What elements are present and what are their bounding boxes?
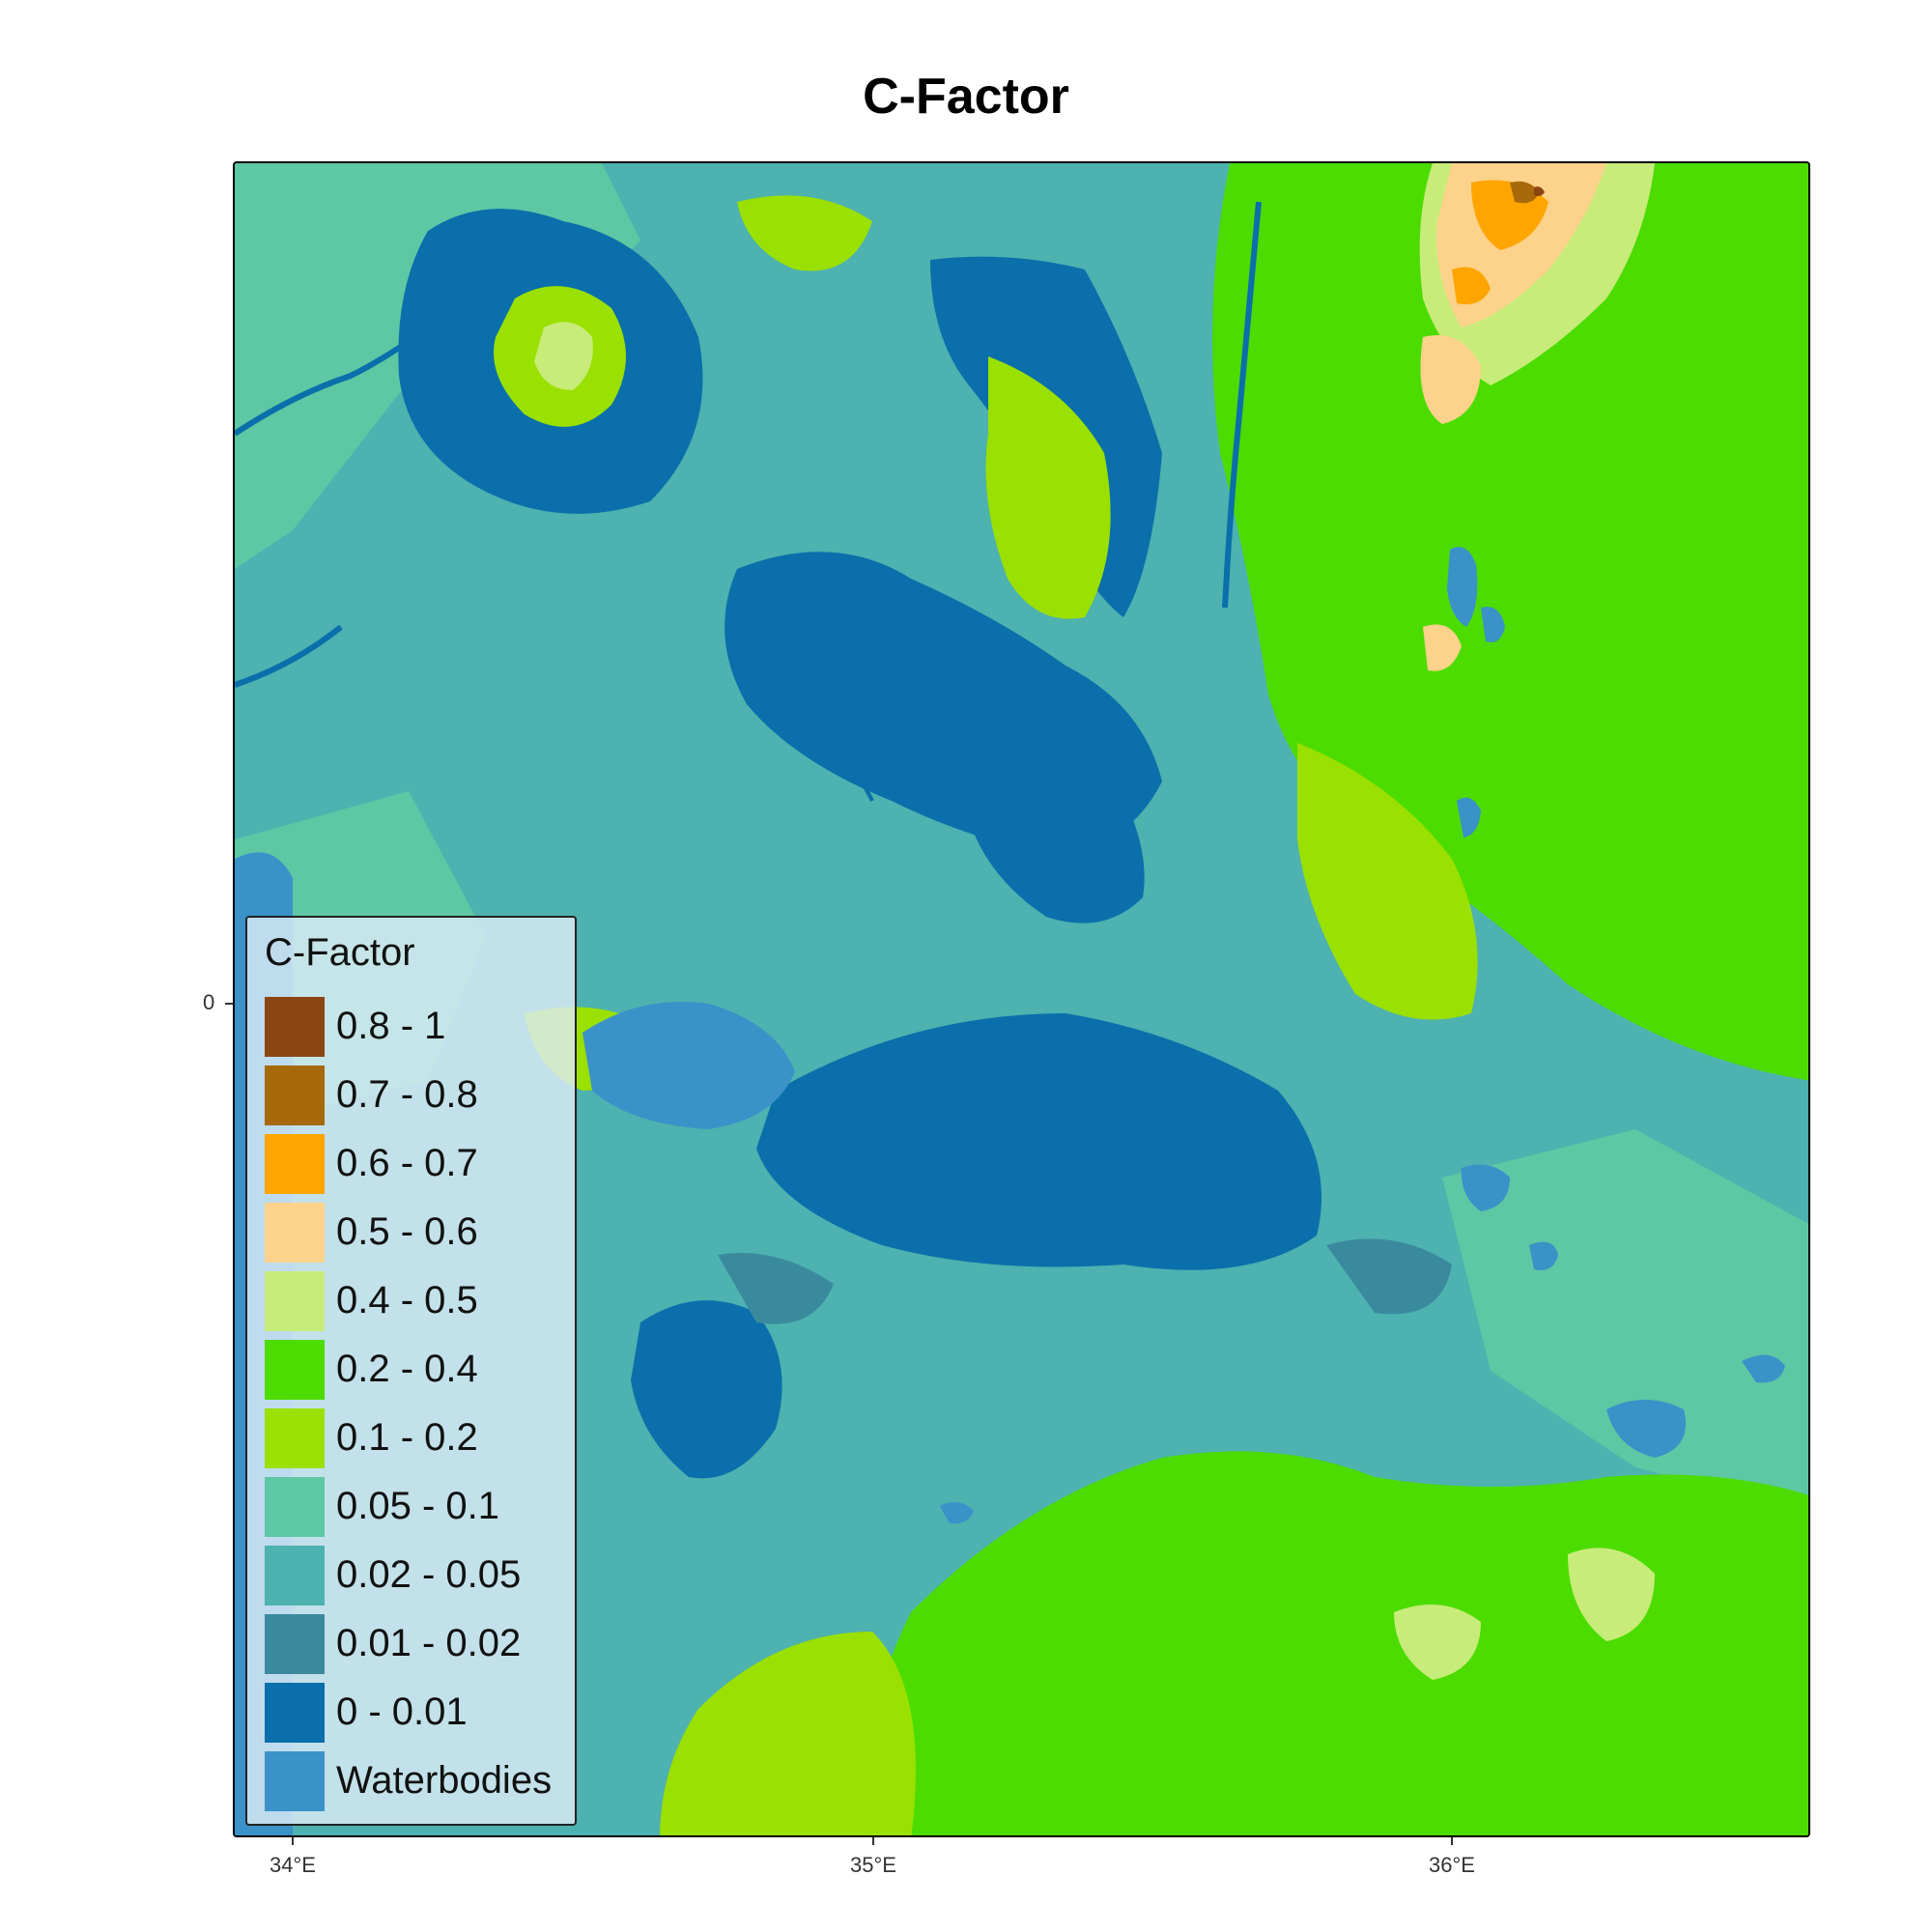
- legend-item: 0.01 - 0.02: [265, 1614, 574, 1674]
- legend-label: 0.1 - 0.2: [336, 1416, 478, 1459]
- waterbody: [1481, 607, 1505, 642]
- river: [1222, 201, 1262, 609]
- legend-title: C-Factor: [265, 931, 415, 974]
- zone-0.05-0.1: [1442, 1129, 1808, 1515]
- legend-label: 0.4 - 0.5: [336, 1279, 478, 1321]
- legend-label: 0 - 0.01: [336, 1690, 468, 1733]
- zone-0-0.01: [756, 1013, 1321, 1270]
- zone-0.01-0.02: [718, 1253, 834, 1324]
- waterbody: [1457, 797, 1481, 838]
- x-tick-mark: [1451, 1837, 1453, 1845]
- map-title: C-Factor: [863, 69, 1069, 125]
- zone-0.4-0.5: [1394, 1605, 1481, 1680]
- legend-label: 0.05 - 0.1: [336, 1485, 500, 1527]
- zone-0.6-0.7: [1452, 267, 1491, 304]
- legend-swatch: [265, 1134, 325, 1194]
- legend-item: Waterbodies: [265, 1751, 574, 1811]
- legend-item: 0 - 0.01: [265, 1683, 574, 1743]
- legend-item: 0.8 - 1: [265, 997, 574, 1057]
- zone-0.1-0.2: [1297, 743, 1478, 1020]
- legend-label: 0.01 - 0.02: [336, 1622, 522, 1664]
- legend-swatch: [265, 1203, 325, 1263]
- waterbody: [1742, 1354, 1785, 1383]
- legend: C-Factor 0.8 - 1 0.7 - 0.8 0.6 - 0.7 0.5…: [245, 916, 577, 1826]
- legend-swatch: [265, 1065, 325, 1125]
- waterbody: [1529, 1241, 1558, 1270]
- waterbody: [582, 1002, 795, 1129]
- x-tick-label: 34°E: [270, 1853, 316, 1877]
- waterbody: [1461, 1164, 1510, 1211]
- legend-item: 0.4 - 0.5: [265, 1271, 574, 1331]
- legend-swatch: [265, 1271, 325, 1331]
- zone-0.8-1: [1534, 186, 1545, 196]
- waterbody: [940, 1502, 974, 1524]
- zone-0.4-0.5: [1568, 1548, 1655, 1641]
- zone-0-0.01: [631, 1300, 782, 1479]
- legend-item: 0.5 - 0.6: [265, 1203, 574, 1263]
- legend-swatch: [265, 997, 325, 1057]
- x-tick-mark: [292, 1837, 294, 1845]
- river: [735, 644, 874, 802]
- legend-label: 0.6 - 0.7: [336, 1142, 478, 1184]
- x-tick-label: 36°E: [1429, 1853, 1475, 1877]
- zone-0.2-0.4: [1212, 163, 1808, 1081]
- legend-label: 0.2 - 0.4: [336, 1348, 478, 1390]
- legend-swatch: [265, 1408, 325, 1468]
- zone-0.5-0.6: [1420, 335, 1481, 424]
- x-tick-label: 35°E: [850, 1853, 896, 1877]
- x-tick-mark: [872, 1837, 874, 1845]
- legend-item: 0.2 - 0.4: [265, 1340, 574, 1400]
- legend-swatch: [265, 1340, 325, 1400]
- zone-0.4-0.5: [534, 322, 593, 390]
- zone-0.2-0.4: [853, 1451, 1808, 1835]
- legend-label: Waterbodies: [336, 1759, 553, 1802]
- legend-item: 0.02 - 0.05: [265, 1546, 574, 1605]
- legend-item: 0.6 - 0.7: [265, 1134, 574, 1194]
- zone-0.5-0.6: [1423, 624, 1462, 671]
- zone-0.1-0.2: [737, 195, 872, 271]
- y-tick-mark: [225, 1003, 233, 1005]
- legend-swatch: [265, 1546, 325, 1605]
- legend-item: 0.7 - 0.8: [265, 1065, 574, 1125]
- waterbody: [1606, 1400, 1686, 1458]
- legend-label: 0.8 - 1: [336, 1005, 446, 1047]
- legend-label: 0.02 - 0.05: [336, 1553, 522, 1596]
- legend-label: 0.5 - 0.6: [336, 1210, 478, 1253]
- river: [235, 624, 343, 688]
- zone-0.01-0.02: [1326, 1238, 1452, 1315]
- zone-0.7-0.8: [1510, 181, 1539, 204]
- legend-label: 0.7 - 0.8: [336, 1073, 478, 1116]
- y-tick-label: 0: [203, 990, 215, 1014]
- river: [235, 325, 430, 437]
- zone-0.1-0.2: [660, 1632, 916, 1835]
- legend-swatch: [265, 1477, 325, 1537]
- legend-item: 0.05 - 0.1: [265, 1477, 574, 1537]
- legend-swatch: [265, 1683, 325, 1743]
- waterbody: [1447, 547, 1478, 627]
- legend-item: 0.1 - 0.2: [265, 1408, 574, 1468]
- zone-0.1-0.2: [985, 356, 1111, 619]
- zone-0-0.01: [959, 736, 1145, 923]
- legend-swatch: [265, 1751, 325, 1811]
- legend-swatch: [265, 1614, 325, 1674]
